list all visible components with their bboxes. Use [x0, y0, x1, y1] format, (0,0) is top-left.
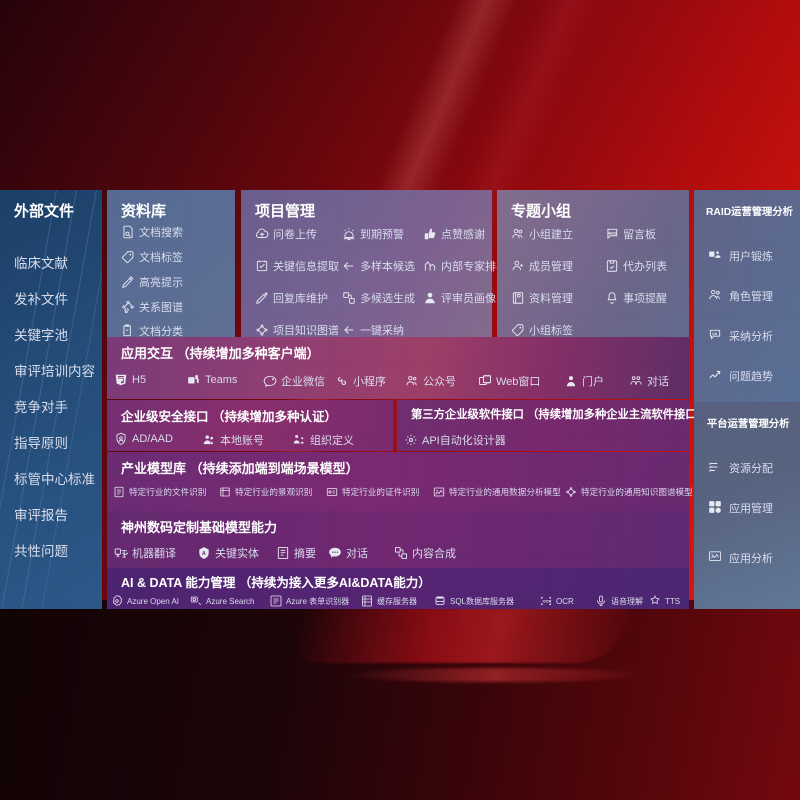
- svg-text:QA: QA: [712, 332, 718, 336]
- svg-text:A: A: [202, 551, 206, 557]
- svg-text:OCR: OCR: [543, 599, 552, 604]
- svg-text:BBS: BBS: [609, 231, 617, 235]
